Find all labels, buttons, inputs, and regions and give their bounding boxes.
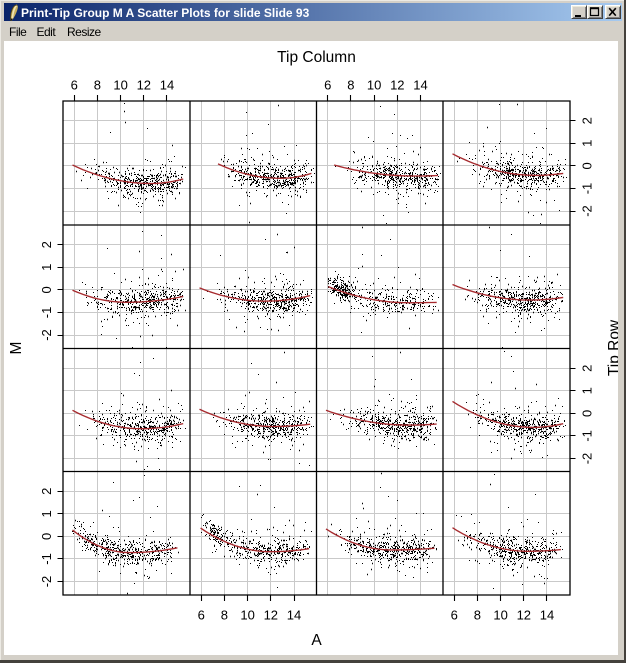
svg-text:6: 6: [198, 608, 205, 623]
svg-text:0: 0: [580, 410, 595, 417]
svg-text:-2: -2: [39, 329, 54, 341]
svg-text:2: 2: [580, 117, 595, 124]
svg-text:-1: -1: [580, 183, 595, 195]
svg-text:6: 6: [324, 78, 331, 93]
svg-text:2: 2: [580, 365, 595, 372]
svg-text:8: 8: [347, 78, 354, 93]
svg-text:8: 8: [94, 78, 101, 93]
svg-text:A: A: [311, 632, 322, 649]
svg-text:1: 1: [580, 387, 595, 394]
svg-text:14: 14: [540, 608, 554, 623]
svg-text:0: 0: [39, 286, 54, 293]
svg-text:M: M: [8, 342, 25, 355]
svg-text:-2: -2: [580, 453, 595, 465]
svg-text:Tip Row: Tip Row: [606, 319, 618, 376]
svg-text:12: 12: [517, 608, 531, 623]
svg-text:0: 0: [39, 533, 54, 540]
svg-text:12: 12: [390, 78, 404, 93]
svg-text:-2: -2: [39, 576, 54, 588]
svg-text:-1: -1: [39, 553, 54, 565]
svg-text:-2: -2: [580, 205, 595, 217]
svg-text:2: 2: [39, 241, 54, 248]
svg-text:1: 1: [39, 510, 54, 517]
svg-text:14: 14: [287, 608, 301, 623]
svg-text:10: 10: [493, 608, 507, 623]
svg-text:1: 1: [580, 140, 595, 147]
svg-text:12: 12: [264, 608, 278, 623]
svg-text:0: 0: [580, 162, 595, 169]
svg-text:12: 12: [137, 78, 151, 93]
svg-text:14: 14: [160, 78, 174, 93]
svg-text:-1: -1: [580, 430, 595, 442]
svg-text:Tip Column: Tip Column: [277, 49, 356, 66]
svg-text:10: 10: [240, 608, 254, 623]
svg-text:6: 6: [71, 78, 78, 93]
svg-text:8: 8: [221, 608, 228, 623]
svg-text:14: 14: [413, 78, 427, 93]
svg-text:10: 10: [113, 78, 127, 93]
svg-text:1: 1: [39, 264, 54, 271]
svg-text:8: 8: [474, 608, 481, 623]
svg-text:-1: -1: [39, 307, 54, 319]
svg-text:10: 10: [367, 78, 381, 93]
svg-text:2: 2: [39, 488, 54, 495]
svg-text:6: 6: [451, 608, 458, 623]
